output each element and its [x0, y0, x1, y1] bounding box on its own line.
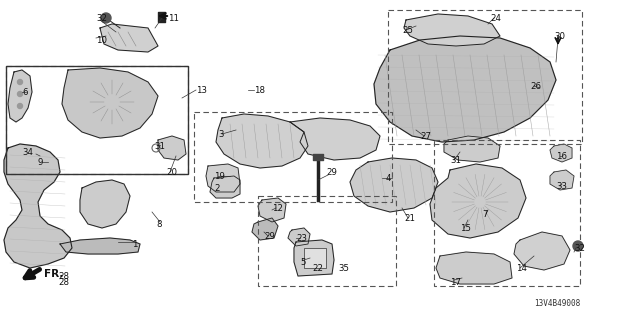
Polygon shape [444, 136, 500, 162]
Text: 18: 18 [254, 86, 265, 95]
Polygon shape [206, 164, 240, 192]
Polygon shape [550, 144, 572, 162]
Text: 4: 4 [386, 174, 392, 183]
Text: 32: 32 [96, 14, 107, 23]
Text: 28: 28 [58, 272, 69, 281]
Polygon shape [158, 136, 186, 160]
Text: 31: 31 [154, 142, 165, 151]
Bar [304, 248, 326, 268]
Text: 5: 5 [300, 258, 305, 267]
Polygon shape [294, 240, 334, 276]
Text: 19: 19 [214, 172, 225, 181]
Text: 29: 29 [264, 232, 275, 241]
Polygon shape [374, 36, 556, 142]
Text: 11: 11 [168, 14, 179, 23]
Bar [194, 112, 392, 202]
Text: 14: 14 [516, 264, 527, 273]
Text: 1: 1 [132, 240, 138, 249]
Circle shape [17, 103, 22, 108]
Polygon shape [290, 118, 380, 160]
Bar [258, 196, 396, 286]
Text: 16: 16 [556, 152, 567, 161]
Bar [388, 10, 582, 144]
Text: 35: 35 [338, 264, 349, 273]
Polygon shape [8, 70, 32, 122]
Polygon shape [258, 198, 286, 222]
Text: 24: 24 [490, 14, 501, 23]
Text: 2: 2 [214, 184, 220, 193]
Text: 28: 28 [58, 278, 69, 287]
Text: 33: 33 [556, 182, 567, 191]
Circle shape [573, 241, 583, 251]
Polygon shape [216, 114, 308, 168]
Text: 27: 27 [420, 132, 431, 141]
Text: 10: 10 [96, 36, 107, 45]
Text: 15: 15 [460, 224, 471, 233]
Text: 25: 25 [402, 26, 413, 35]
Circle shape [17, 92, 22, 97]
Text: 22: 22 [312, 264, 323, 273]
Bar [6, 66, 188, 174]
Text: 3: 3 [218, 130, 223, 139]
Text: FR.: FR. [44, 269, 63, 279]
Text: 17: 17 [450, 278, 461, 287]
Text: 12: 12 [272, 204, 283, 213]
Polygon shape [404, 14, 500, 46]
Text: 20: 20 [166, 168, 177, 177]
Text: 13: 13 [196, 86, 207, 95]
Bar [434, 140, 580, 286]
Polygon shape [4, 144, 72, 268]
Polygon shape [210, 176, 240, 198]
Text: 8: 8 [156, 220, 161, 229]
Polygon shape [60, 238, 140, 254]
Text: 32: 32 [574, 244, 585, 253]
Polygon shape [80, 180, 130, 228]
Text: 13V4B49008: 13V4B49008 [534, 299, 580, 308]
Text: 30: 30 [554, 32, 565, 41]
Polygon shape [62, 68, 158, 138]
Text: 29: 29 [326, 168, 337, 177]
Text: 34: 34 [22, 148, 33, 157]
Polygon shape [252, 218, 278, 240]
Polygon shape [350, 158, 438, 212]
Polygon shape [100, 24, 158, 52]
Circle shape [101, 13, 111, 23]
Circle shape [17, 79, 22, 84]
Text: 9: 9 [38, 158, 44, 167]
Text: 31: 31 [450, 156, 461, 165]
Bar [6, 66, 188, 174]
Polygon shape [430, 164, 526, 238]
Text: 26: 26 [530, 82, 541, 91]
Polygon shape [514, 232, 570, 270]
Text: 7: 7 [482, 210, 488, 219]
Polygon shape [436, 252, 512, 284]
Text: 6: 6 [22, 88, 28, 97]
Polygon shape [288, 228, 310, 246]
Text: 23: 23 [296, 234, 307, 243]
Text: 21: 21 [404, 214, 415, 223]
Polygon shape [550, 170, 574, 190]
